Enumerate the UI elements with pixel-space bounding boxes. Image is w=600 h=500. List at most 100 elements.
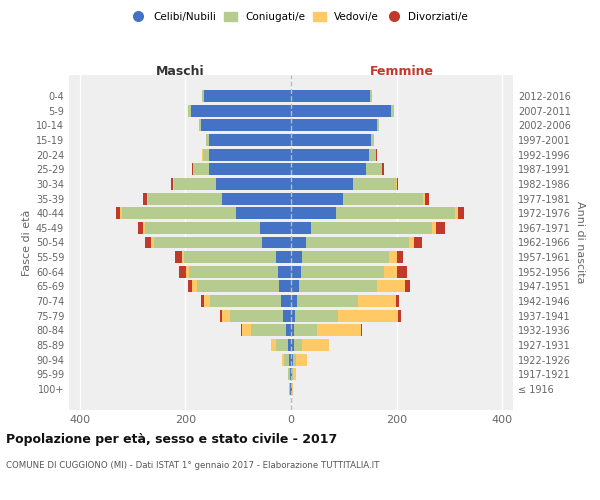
Bar: [292, 383, 293, 395]
Bar: [179, 266, 187, 278]
Bar: [120, 207, 122, 219]
Bar: [291, 164, 366, 175]
Bar: [455, 207, 458, 219]
Bar: [241, 324, 242, 336]
Bar: [281, 295, 291, 307]
Bar: [291, 368, 292, 380]
Bar: [384, 266, 397, 278]
Bar: [404, 280, 410, 292]
Bar: [423, 192, 425, 204]
Bar: [188, 105, 191, 117]
Bar: [369, 148, 376, 160]
Bar: [370, 90, 372, 102]
Bar: [154, 236, 262, 248]
Bar: [291, 266, 301, 278]
Bar: [202, 90, 204, 102]
Bar: [414, 236, 422, 248]
Bar: [199, 120, 201, 132]
Bar: [209, 134, 291, 146]
Bar: [343, 192, 423, 204]
Bar: [299, 280, 377, 292]
Bar: [204, 295, 210, 307]
Bar: [283, 310, 291, 322]
Bar: [138, 222, 143, 234]
Bar: [289, 354, 291, 366]
Bar: [288, 339, 291, 351]
Bar: [203, 148, 209, 160]
Text: Maschi: Maschi: [155, 65, 205, 78]
Bar: [293, 339, 302, 351]
Bar: [151, 236, 154, 248]
Bar: [291, 178, 353, 190]
Bar: [171, 178, 173, 190]
Bar: [222, 310, 230, 322]
Bar: [209, 164, 291, 175]
Bar: [235, 207, 291, 219]
Bar: [298, 295, 358, 307]
Bar: [291, 207, 336, 219]
Bar: [293, 368, 296, 380]
Bar: [173, 178, 216, 190]
Bar: [436, 222, 445, 234]
Bar: [262, 236, 291, 248]
Bar: [398, 310, 401, 322]
Y-axis label: Fasce di età: Fasce di età: [22, 210, 32, 276]
Bar: [458, 207, 464, 219]
Bar: [291, 192, 343, 204]
Bar: [184, 251, 276, 263]
Bar: [251, 324, 286, 336]
Bar: [291, 339, 293, 351]
Bar: [291, 251, 302, 263]
Bar: [291, 148, 369, 160]
Bar: [290, 368, 291, 380]
Text: Popolazione per età, sesso e stato civile - 2017: Popolazione per età, sesso e stato civil…: [6, 432, 337, 446]
Bar: [409, 236, 414, 248]
Bar: [358, 295, 396, 307]
Bar: [289, 368, 290, 380]
Bar: [271, 339, 276, 351]
Bar: [276, 339, 288, 351]
Text: Femmine: Femmine: [370, 65, 434, 78]
Bar: [295, 310, 338, 322]
Bar: [182, 251, 184, 263]
Bar: [147, 192, 148, 204]
Bar: [260, 222, 291, 234]
Bar: [286, 324, 291, 336]
Bar: [201, 120, 291, 132]
Bar: [201, 295, 204, 307]
Bar: [382, 164, 383, 175]
Bar: [242, 324, 251, 336]
Bar: [397, 178, 398, 190]
Bar: [187, 266, 189, 278]
Bar: [220, 310, 222, 322]
Legend: Celibi/Nubili, Coniugati/e, Vedovi/e, Divorziati/e: Celibi/Nubili, Coniugati/e, Vedovi/e, Di…: [128, 8, 472, 26]
Bar: [291, 236, 306, 248]
Bar: [191, 105, 291, 117]
Bar: [291, 280, 299, 292]
Bar: [311, 222, 431, 234]
Bar: [302, 251, 389, 263]
Bar: [291, 310, 295, 322]
Text: COMUNE DI CUGGIONO (MI) - Dati ISTAT 1° gennaio 2017 - Elaborazione TUTTITALIA.I: COMUNE DI CUGGIONO (MI) - Dati ISTAT 1° …: [6, 460, 379, 469]
Bar: [302, 339, 329, 351]
Bar: [336, 207, 455, 219]
Bar: [209, 148, 291, 160]
Bar: [425, 192, 429, 204]
Bar: [175, 251, 182, 263]
Bar: [377, 120, 379, 132]
Bar: [396, 295, 399, 307]
Bar: [276, 251, 291, 263]
Bar: [291, 324, 293, 336]
Bar: [145, 236, 151, 248]
Bar: [148, 192, 222, 204]
Bar: [395, 178, 397, 190]
Bar: [145, 222, 260, 234]
Bar: [284, 354, 289, 366]
Bar: [116, 207, 120, 219]
Bar: [210, 295, 281, 307]
Bar: [282, 354, 284, 366]
Bar: [397, 251, 403, 263]
Bar: [290, 383, 291, 395]
Bar: [230, 310, 283, 322]
Bar: [292, 368, 293, 380]
